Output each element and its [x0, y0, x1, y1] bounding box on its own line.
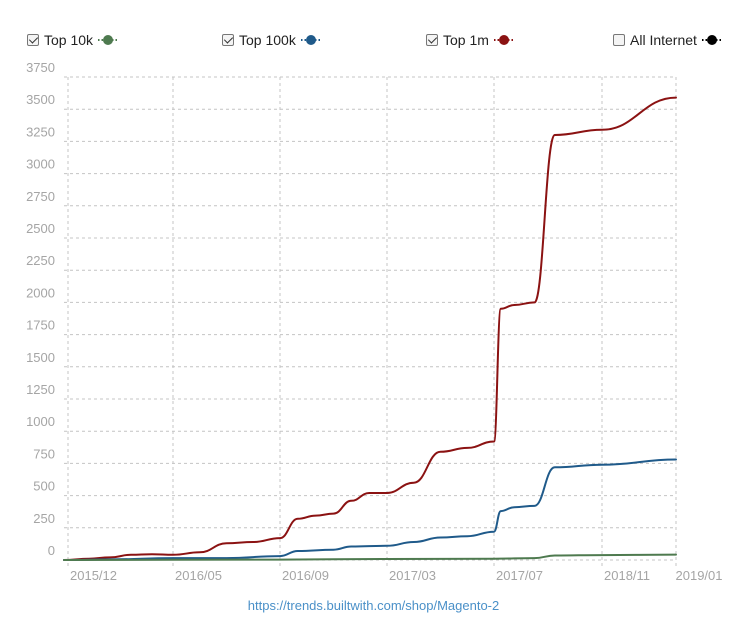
y-tick-label: 0: [48, 543, 55, 558]
y-tick-label: 3750: [26, 60, 55, 75]
y-tick-label: 3500: [26, 92, 55, 107]
legend-label-top-1m: Top 1m: [443, 32, 489, 48]
series-line-top-10k: [63, 553, 677, 561]
checkbox-top-100k[interactable]: [222, 34, 234, 46]
x-tick-label: 2017/07: [496, 568, 543, 583]
x-tick-label: 2018/11: [604, 568, 650, 583]
line-chart: 0 250 500 750 1000 1250 1500 1750 2000 2250 2500 27…: [26, 60, 723, 583]
y-tick-label: 2250: [26, 253, 55, 268]
y-tick-label: 2750: [26, 189, 55, 204]
y-tick-label: 2000: [26, 285, 55, 300]
checkbox-top-10k[interactable]: [27, 34, 39, 46]
y-tick-label: 3250: [26, 124, 55, 139]
series-marker-icon: [98, 34, 119, 46]
y-tick-label: 750: [33, 446, 55, 461]
x-tick-label: 2016/09: [282, 568, 329, 583]
series-marker-icon: [701, 34, 722, 46]
legend-item-top-100k[interactable]: Top 100k: [222, 30, 321, 50]
y-tick-label: 1500: [26, 350, 55, 365]
y-tick-label: 1250: [26, 382, 55, 397]
checkbox-top-1m[interactable]: [426, 34, 438, 46]
x-tick-label: 2016/05: [175, 568, 222, 583]
legend-item-top-10k[interactable]: Top 10k: [27, 30, 119, 50]
series-marker-icon: [493, 34, 514, 46]
series-line-top-1m: [63, 96, 677, 561]
y-tick-label: 250: [33, 511, 55, 526]
series-line-top-100k: [63, 458, 677, 561]
legend-item-all-internet[interactable]: All Internet: [613, 30, 722, 50]
y-tick-label: 1000: [26, 414, 55, 429]
source-link[interactable]: https://trends.builtwith.com/shop/Magent…: [247, 598, 500, 613]
legend-label-top-100k: Top 100k: [239, 32, 296, 48]
series-marker-icon: [300, 34, 321, 46]
x-tick-label: 2015/12: [70, 568, 117, 583]
legend-label-top-10k: Top 10k: [44, 32, 94, 48]
y-tick-label: 500: [33, 479, 55, 494]
y-tick-label: 1750: [26, 318, 55, 333]
y-tick-label: 2500: [26, 221, 55, 236]
checkbox-all-internet[interactable]: [613, 34, 625, 46]
legend-label-all-internet: All Internet: [630, 32, 697, 48]
x-tick-label: 2019/01: [676, 568, 723, 583]
legend-item-top-1m[interactable]: Top 1m: [426, 30, 514, 50]
chart-legend: Top 10k Top 100k Top 1m All Internet: [0, 30, 747, 50]
x-tick-label: 2017/03: [389, 568, 436, 583]
y-tick-label: 3000: [26, 157, 55, 172]
